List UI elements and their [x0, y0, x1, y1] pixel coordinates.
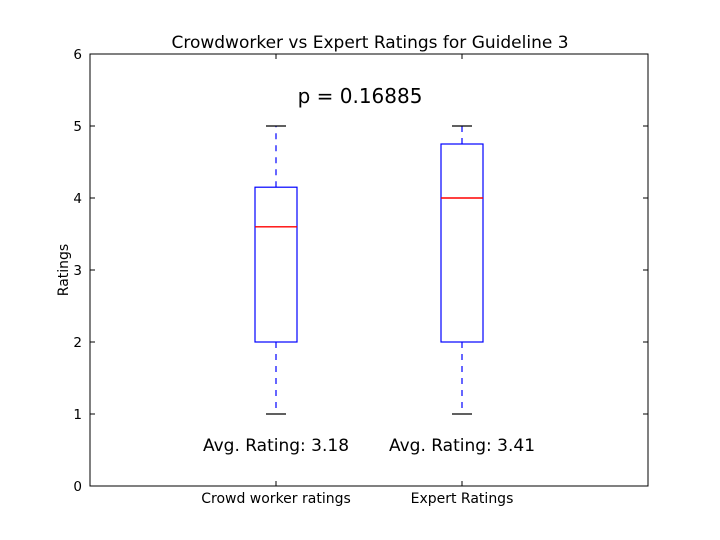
chart-title: Crowdworker vs Expert Ratings for Guidel…: [171, 33, 568, 53]
y-tick-label: 3: [73, 263, 82, 279]
p-value-annotation: p = 0.16885: [298, 84, 423, 108]
y-axis-ticks: 0 1 2 3 4 5 6: [73, 47, 648, 495]
y-tick-label: 0: [73, 479, 82, 495]
average-rating-label: Avg. Rating: 3.41: [389, 436, 535, 456]
x-category-label: Expert Ratings: [411, 491, 514, 507]
box-1: [254, 125, 298, 415]
y-tick-label: 6: [73, 47, 82, 63]
y-tick-label: 4: [73, 191, 82, 207]
y-tick-label: 2: [73, 335, 82, 351]
box-series: [254, 125, 484, 415]
y-axis-label: Ratings: [56, 244, 72, 296]
y-tick-label: 5: [73, 119, 82, 135]
average-rating-label: Avg. Rating: 3.18: [203, 436, 349, 456]
iqr-box: [254, 186, 298, 343]
category-labels: Crowd worker ratings Avg. Rating: 3.18 Exp…: [201, 436, 535, 507]
iqr-box: [440, 143, 484, 343]
y-tick-label: 1: [73, 407, 82, 423]
box-2: [440, 125, 484, 415]
x-category-label: Crowd worker ratings: [201, 491, 351, 507]
plot-frame: [89, 53, 649, 487]
